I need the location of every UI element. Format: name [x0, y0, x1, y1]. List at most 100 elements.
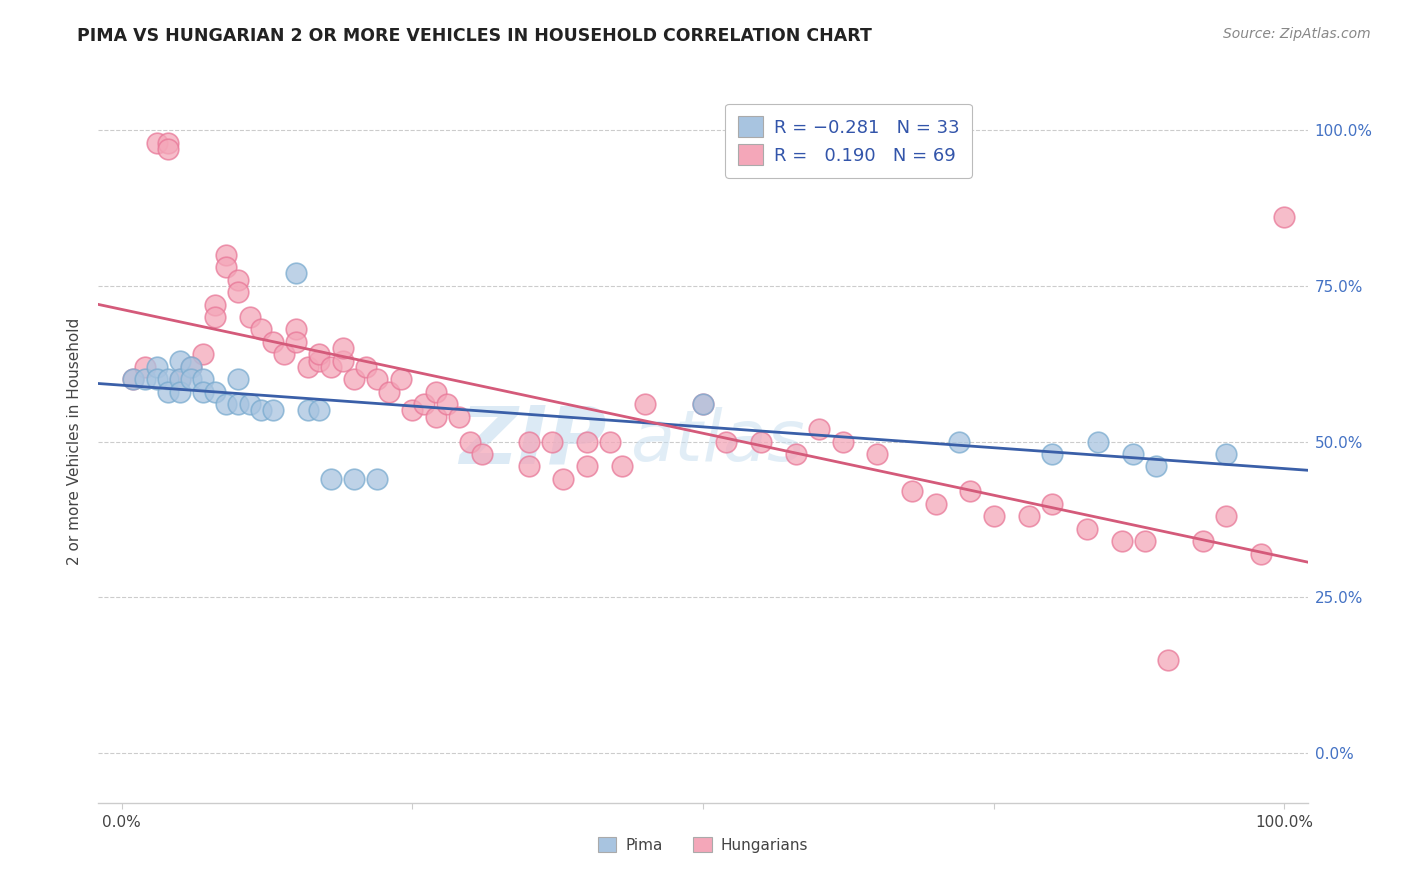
- Point: [1215, 509, 1237, 524]
- Point: [366, 472, 388, 486]
- Point: [297, 403, 319, 417]
- Point: [924, 497, 946, 511]
- Point: [308, 353, 330, 368]
- Point: [332, 353, 354, 368]
- Point: [239, 397, 262, 411]
- Point: [948, 434, 970, 449]
- Point: [308, 347, 330, 361]
- Point: [145, 136, 167, 150]
- Text: ZIP: ZIP: [458, 402, 606, 481]
- Point: [297, 359, 319, 374]
- Point: [460, 434, 482, 449]
- Point: [959, 484, 981, 499]
- Point: [354, 359, 377, 374]
- Point: [250, 322, 273, 336]
- Point: [1018, 509, 1040, 524]
- Point: [285, 266, 308, 280]
- Point: [308, 403, 330, 417]
- Point: [191, 372, 214, 386]
- Point: [366, 372, 388, 386]
- Point: [983, 509, 1005, 524]
- Point: [413, 397, 436, 411]
- Point: [716, 434, 738, 449]
- Point: [1076, 522, 1098, 536]
- Point: [540, 434, 562, 449]
- Point: [425, 384, 447, 399]
- Point: [157, 372, 180, 386]
- Point: [610, 459, 633, 474]
- Point: [634, 397, 657, 411]
- Point: [1250, 547, 1272, 561]
- Point: [226, 372, 249, 386]
- Point: [134, 372, 156, 386]
- Point: [343, 472, 366, 486]
- Point: [425, 409, 447, 424]
- Point: [692, 397, 714, 411]
- Point: [122, 372, 145, 386]
- Point: [157, 136, 180, 150]
- Point: [239, 310, 262, 324]
- Point: [145, 359, 167, 374]
- Point: [866, 447, 889, 461]
- Point: [901, 484, 924, 499]
- Point: [517, 434, 540, 449]
- Point: [215, 248, 238, 262]
- Point: [191, 347, 214, 361]
- Y-axis label: 2 or more Vehicles in Household: 2 or more Vehicles in Household: [67, 318, 83, 566]
- Point: [1157, 652, 1180, 666]
- Point: [226, 272, 249, 286]
- Text: PIMA VS HUNGARIAN 2 OR MORE VEHICLES IN HOUSEHOLD CORRELATION CHART: PIMA VS HUNGARIAN 2 OR MORE VEHICLES IN …: [77, 27, 872, 45]
- Point: [1192, 534, 1215, 549]
- Point: [204, 297, 226, 311]
- Point: [1087, 434, 1109, 449]
- Point: [262, 403, 284, 417]
- Point: [169, 372, 191, 386]
- Point: [169, 353, 191, 368]
- Point: [180, 359, 202, 374]
- Legend: Pima, Hungarians: Pima, Hungarians: [591, 829, 815, 860]
- Point: [1144, 459, 1167, 474]
- Point: [122, 372, 145, 386]
- Point: [599, 434, 621, 449]
- Point: [436, 397, 458, 411]
- Point: [157, 384, 180, 399]
- Point: [575, 434, 598, 449]
- Point: [1040, 447, 1063, 461]
- Point: [1111, 534, 1133, 549]
- Point: [1215, 447, 1237, 461]
- Point: [204, 384, 226, 399]
- Point: [447, 409, 470, 424]
- Point: [378, 384, 401, 399]
- Point: [749, 434, 772, 449]
- Point: [273, 347, 295, 361]
- Point: [180, 359, 202, 374]
- Point: [553, 472, 575, 486]
- Point: [389, 372, 412, 386]
- Point: [808, 422, 831, 436]
- Point: [471, 447, 494, 461]
- Point: [319, 359, 342, 374]
- Point: [575, 459, 598, 474]
- Point: [285, 322, 308, 336]
- Text: atlas: atlas: [630, 407, 806, 476]
- Point: [191, 384, 214, 399]
- Point: [180, 372, 202, 386]
- Text: Source: ZipAtlas.com: Source: ZipAtlas.com: [1223, 27, 1371, 41]
- Point: [401, 403, 423, 417]
- Point: [250, 403, 273, 417]
- Point: [319, 472, 342, 486]
- Point: [785, 447, 807, 461]
- Point: [215, 397, 238, 411]
- Point: [1133, 534, 1156, 549]
- Point: [692, 397, 714, 411]
- Point: [332, 341, 354, 355]
- Point: [226, 397, 249, 411]
- Point: [831, 434, 853, 449]
- Point: [226, 285, 249, 299]
- Point: [145, 372, 167, 386]
- Point: [134, 359, 156, 374]
- Point: [343, 372, 366, 386]
- Point: [1040, 497, 1063, 511]
- Point: [1272, 211, 1295, 225]
- Point: [517, 459, 540, 474]
